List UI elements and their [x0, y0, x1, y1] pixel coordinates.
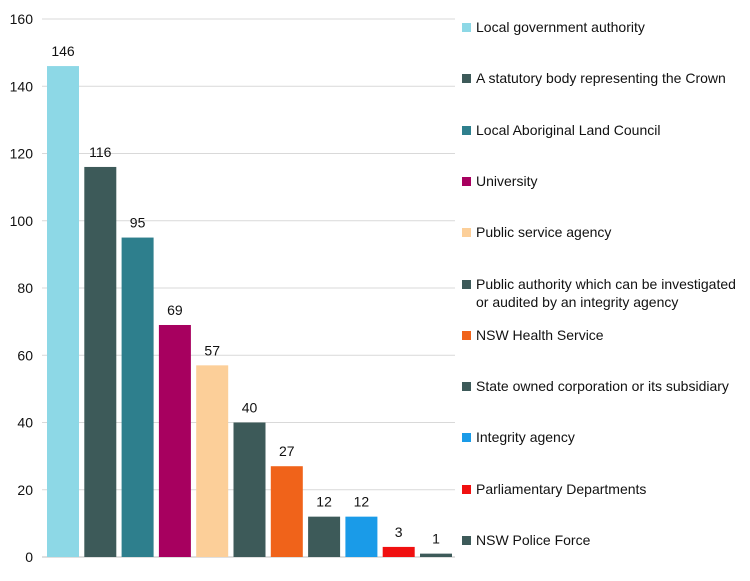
y-tick-label: 100: [10, 213, 34, 229]
legend-label: University: [476, 172, 538, 189]
bar: [233, 422, 266, 557]
bar: [158, 324, 191, 557]
y-axis: 0 20 40 60 80 100 120 140 160: [10, 11, 34, 565]
legend-item: University: [462, 172, 744, 190]
data-label: 3: [395, 524, 403, 540]
data-label: 40: [242, 400, 258, 416]
legend-label: A statutory body representing the Crown: [476, 70, 726, 87]
legend-item: A statutory body representing the Crown: [462, 69, 744, 87]
data-label: 69: [167, 302, 183, 318]
bar: [47, 66, 79, 557]
legend-label: Parliamentary Departments: [476, 480, 647, 497]
bars: [47, 66, 452, 557]
data-label: 146: [51, 43, 75, 59]
bar: [270, 466, 303, 557]
legend-swatch: [462, 228, 471, 238]
data-label: 95: [130, 215, 146, 231]
y-tick-label: 140: [10, 78, 34, 94]
legend-label: Public authority which can be investigat…: [476, 275, 736, 310]
y-tick-label: 20: [17, 482, 33, 498]
data-labels: 146 116 95 69 57 40 27 12 12 3 1: [51, 43, 440, 547]
legend-label: Local Aboriginal Land Council: [476, 121, 661, 138]
legend-item: Local Aboriginal Land Council: [462, 121, 744, 139]
data-label: 116: [89, 144, 112, 160]
legend-item: Local government authority: [462, 18, 744, 36]
legend-label: State owned corporation or its subsidiar…: [476, 378, 729, 395]
bar-chart: 0 20 40 60 80 100 120 140 160 146 116 95 69 57 40 27 12…: [10, 11, 455, 565]
bar: [84, 166, 117, 557]
legend-label: NSW Police Force: [476, 532, 591, 548]
data-label: 12: [316, 494, 332, 510]
data-label: 1: [432, 531, 440, 547]
legend-swatch: [462, 74, 471, 84]
legend-label: NSW Health Service: [476, 326, 604, 343]
data-label: 27: [279, 443, 295, 459]
data-label: 57: [204, 342, 220, 358]
y-tick-label: 40: [17, 415, 33, 431]
legend-swatch: [462, 125, 471, 135]
bar: [345, 516, 378, 557]
bar: [121, 237, 154, 557]
legend-swatch: [462, 23, 471, 32]
legend-swatch: [462, 279, 471, 289]
legend-item: State owned corporation or its subsidiar…: [462, 377, 744, 395]
legend-item: Parliamentary Departments: [462, 480, 744, 498]
bar: [382, 546, 415, 557]
bar: [420, 553, 452, 557]
legend-item: Public authority which can be investigat…: [462, 275, 744, 311]
bar: [196, 365, 229, 557]
legend-swatch: [462, 433, 471, 443]
bar: [308, 516, 341, 557]
legend-swatch: [462, 330, 471, 340]
y-tick-label: 120: [10, 146, 34, 162]
legend-label: Public service agency: [476, 224, 612, 241]
y-tick-label: 0: [25, 549, 33, 565]
y-tick-label: 80: [17, 280, 33, 296]
data-label: 12: [354, 494, 370, 510]
y-tick-label: 160: [10, 11, 34, 27]
legend-swatch: [462, 176, 471, 186]
legend-item: Integrity agency: [462, 428, 744, 446]
y-tick-label: 60: [17, 347, 33, 363]
legend-swatch: [462, 536, 471, 545]
legend-label: Integrity agency: [476, 429, 575, 446]
legend-item: Public service agency: [462, 223, 744, 241]
legend-swatch: [462, 484, 471, 494]
legend-swatch: [462, 382, 471, 392]
legend-item: NSW Health Service: [462, 326, 744, 344]
legend-label: Local government authority: [476, 19, 645, 35]
legend-item: NSW Police Force: [462, 531, 744, 549]
